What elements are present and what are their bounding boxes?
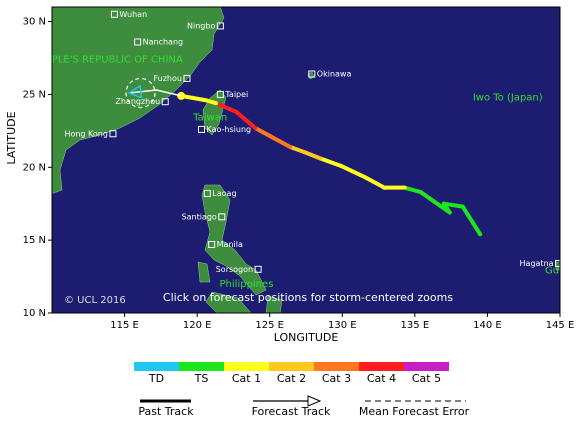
past-track-segment: [234, 109, 258, 130]
legend-category: Cat 3: [322, 372, 351, 385]
past-track-segment: [402, 185, 423, 195]
region-label: Guam: [545, 266, 575, 277]
city-label: Okinawa: [317, 70, 352, 79]
city-marker: [183, 74, 191, 82]
legend-swatch: [269, 362, 314, 371]
x-tick-label: 145 E: [546, 320, 575, 331]
city-label: Hong Kong: [64, 129, 108, 138]
legend-swatch: [359, 362, 404, 371]
legend-swatch: [224, 362, 269, 371]
past-track-segment: [318, 156, 343, 168]
legend-swatch: [134, 362, 179, 371]
city-marker: [208, 241, 216, 249]
legend-swatch: [179, 362, 224, 371]
y-tick-label: 30 N: [23, 17, 46, 28]
city-label: Fuzhou: [154, 74, 182, 83]
y-tick-label: 25 N: [23, 89, 46, 100]
legend-category: TS: [194, 372, 209, 385]
forecast-error-circle: [125, 77, 156, 109]
x-tick-label: 130 E: [328, 320, 357, 331]
y-tick-label: 20 N: [23, 162, 46, 173]
luzon: [201, 184, 267, 296]
city-label: Laoag: [212, 189, 236, 198]
legend-swatch: [314, 362, 359, 371]
samar: [265, 295, 283, 313]
city-label: Zhangzhou: [115, 97, 160, 106]
legend-category: Cat 1: [232, 372, 261, 385]
region-label: Iwo To (Japan): [473, 92, 543, 103]
legend-error-label: Mean Forecast Error: [359, 405, 470, 418]
city-label: Sorsogon: [216, 265, 253, 274]
china: [52, 7, 225, 194]
map-frame: [51, 6, 561, 314]
x-tick-label: 115 E: [110, 320, 139, 331]
x-tick-label: 140 E: [473, 320, 502, 331]
forecast-track: [128, 89, 182, 97]
region-label: Philippines: [220, 279, 274, 290]
city-marker: [254, 265, 262, 273]
city-label: Manila: [217, 240, 243, 249]
past-track-segment: [460, 204, 483, 237]
legend-category: Cat 4: [367, 372, 396, 385]
city-label: Ningbo: [187, 21, 215, 30]
city-marker: [216, 22, 224, 30]
note: Click on forecast positions for storm-ce…: [163, 291, 453, 304]
city-marker: [109, 130, 117, 138]
y-tick-label: 15 N: [23, 235, 46, 246]
city-label: Wuhan: [119, 10, 147, 19]
city-marker: [218, 213, 226, 221]
x-axis-title: LONGITUDE: [274, 331, 339, 344]
legend-forecast-label: Forecast Track: [252, 405, 331, 418]
x-tick-label: 125 E: [255, 320, 284, 331]
past-track-segment: [253, 125, 274, 139]
legend-swatch: [404, 362, 449, 371]
past-track-segment: [418, 190, 452, 215]
city-label: Kao-hsiung: [206, 125, 251, 134]
forecast-arrowhead: [127, 84, 143, 99]
legend-category: Cat 2: [277, 372, 306, 385]
past-track-segment: [338, 163, 368, 180]
city-label: Nanchang: [143, 37, 183, 46]
city-marker: [216, 90, 224, 98]
legend-past-label: Past Track: [138, 405, 194, 418]
city-marker: [110, 10, 118, 18]
legend-category: TD: [148, 372, 164, 385]
x-tick-label: 120 E: [183, 320, 212, 331]
city-marker: [197, 125, 205, 133]
y-axis-title: LATITUDE: [5, 111, 18, 164]
city-marker: [308, 70, 316, 78]
past-track-segment: [288, 144, 308, 155]
city-label: Hagatna: [520, 259, 554, 268]
region-label: Taiwan: [192, 113, 227, 124]
past-track-segment: [363, 175, 387, 190]
past-track-segment: [304, 150, 323, 161]
city-marker: [555, 259, 560, 267]
map-layer: PEOPLE'S REPUBLIC OF CHINA Taiwan Philippi…: [32, 10, 575, 290]
city-label: Taipei: [224, 90, 248, 99]
legend-category: Cat 5: [412, 372, 441, 385]
y-tick-label: 10 N: [23, 308, 46, 319]
past-track-segment: [269, 134, 293, 149]
city-marker: [203, 190, 211, 198]
city-marker: [161, 98, 169, 106]
mindoro: [197, 261, 211, 283]
copyright: © UCL 2016: [64, 295, 126, 306]
region-label: PEOPLE'S REPUBLIC OF CHINA: [32, 54, 183, 65]
past-track-segment: [441, 201, 465, 209]
x-tick-label: 135 E: [401, 320, 430, 331]
legend-forecast-arrow: [307, 395, 322, 407]
city-marker: [134, 38, 142, 46]
past-track-segment: [179, 93, 208, 103]
visayas: [205, 291, 252, 313]
city-label: Santiago: [182, 212, 217, 221]
past-track-segment: [214, 101, 239, 114]
